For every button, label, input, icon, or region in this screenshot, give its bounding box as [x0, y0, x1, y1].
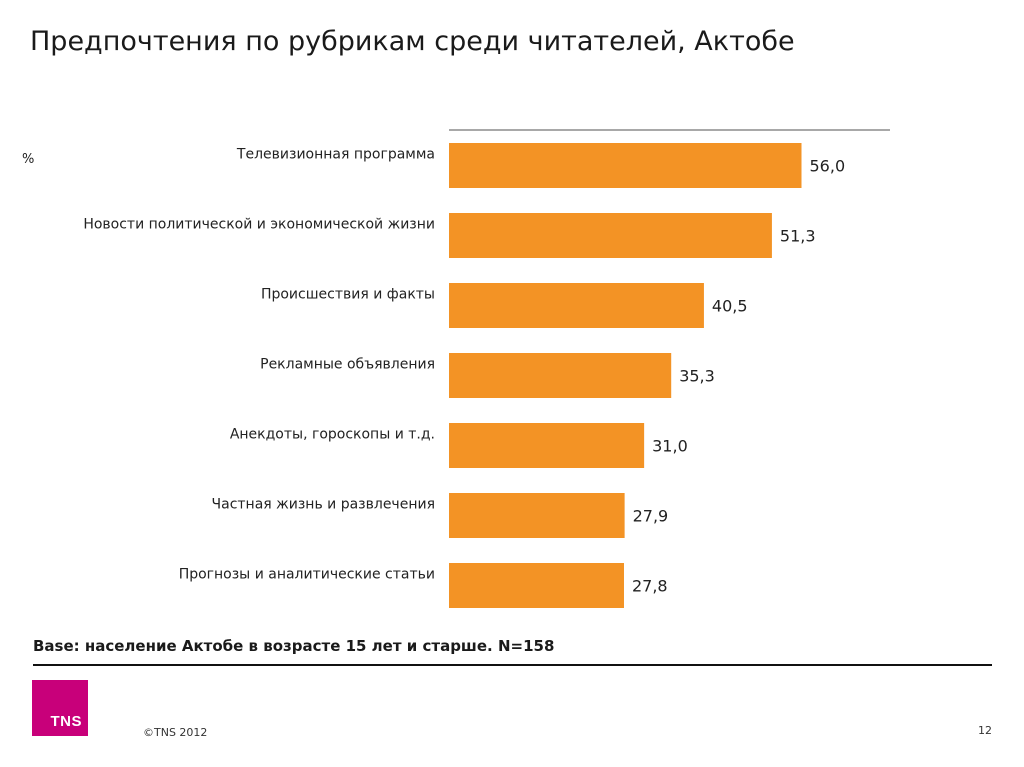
category-label: Рекламные объявления	[260, 357, 435, 373]
category-label: Частная жизнь и развлечения	[212, 497, 435, 513]
base-note: Base: население Актобе в возрасте 15 лет…	[33, 637, 555, 655]
bar	[449, 563, 624, 608]
page-number: 12	[978, 724, 992, 737]
data-label: 27,8	[632, 577, 668, 596]
bar	[449, 283, 704, 328]
category-label: Новости политической и экономической жиз…	[83, 217, 435, 233]
copyright: ©TNS 2012	[143, 726, 208, 739]
tns-logo: TNS	[32, 680, 88, 736]
data-label: 40,5	[712, 297, 748, 316]
category-label: Происшествия и факты	[261, 287, 435, 303]
category-label: Прогнозы и аналитические статьи	[179, 567, 435, 583]
bar	[449, 493, 625, 538]
bar-chart: Телевизионная программа 56,0 Новости полит…	[83, 129, 890, 608]
data-label: 56,0	[810, 157, 846, 176]
data-label: 35,3	[679, 367, 715, 386]
data-label: 31,0	[652, 437, 688, 456]
category-label: Телевизионная программа	[236, 147, 435, 163]
data-label: 27,9	[633, 507, 669, 526]
unit-label: %	[22, 152, 35, 167]
base-divider	[33, 664, 992, 666]
bar	[449, 213, 772, 258]
category-label: Анекдоты, гороскопы и т.д.	[230, 427, 435, 443]
bar	[449, 353, 672, 398]
page-title: Предпочтения по рубрикам среди читателей…	[30, 26, 795, 57]
bar	[449, 143, 802, 188]
data-label: 51,3	[780, 227, 816, 246]
bar	[449, 423, 645, 468]
logo-text: TNS	[50, 713, 82, 730]
